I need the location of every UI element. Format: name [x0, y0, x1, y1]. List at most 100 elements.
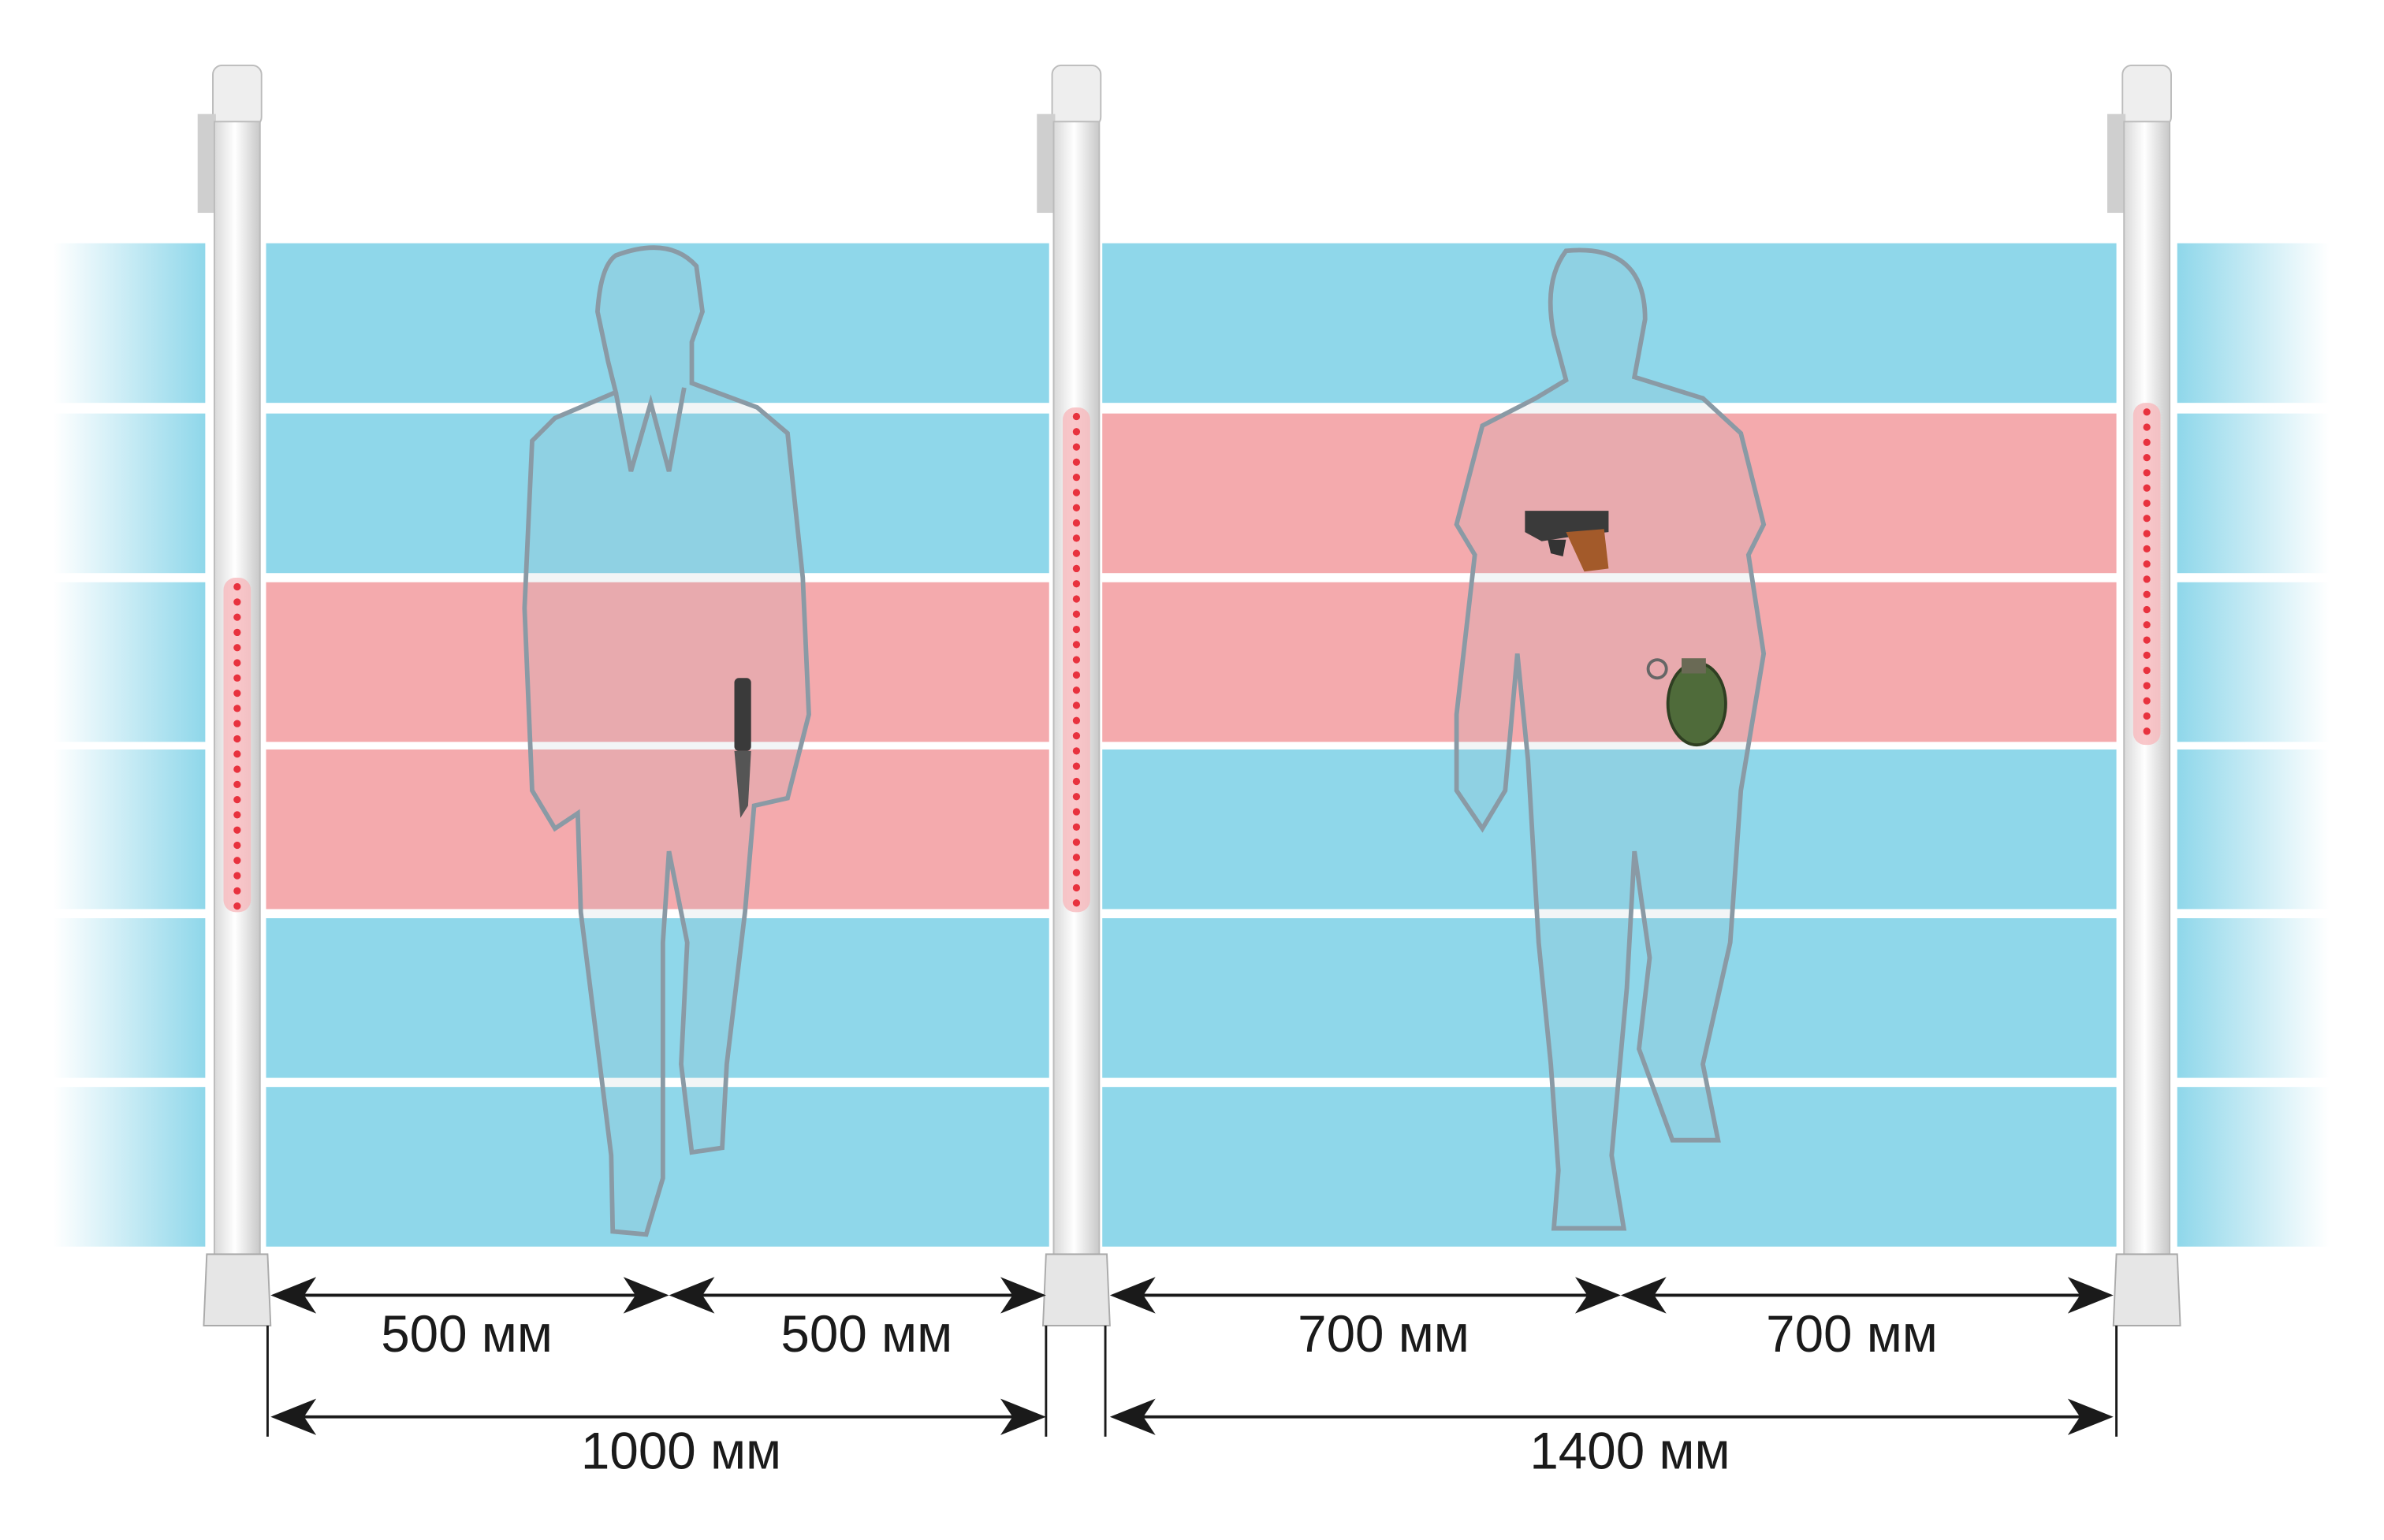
arrow-head: [270, 1277, 317, 1314]
dimension-label: 500 мм: [381, 1305, 553, 1363]
post-base: [1041, 1253, 1111, 1326]
led: [1072, 701, 1081, 709]
led: [2143, 712, 2151, 720]
led: [1072, 458, 1081, 467]
led: [233, 872, 241, 880]
led: [1072, 519, 1081, 527]
arrow-head: [1575, 1277, 1621, 1314]
zone-band: [53, 243, 206, 404]
zone-band: [1102, 918, 2117, 1078]
led: [233, 705, 241, 712]
zone-band: [53, 749, 206, 909]
led: [1072, 625, 1081, 634]
zone-band: [2177, 243, 2330, 404]
dimension-label: 700 мм: [1766, 1305, 1938, 1363]
led: [233, 598, 241, 606]
arrow-head: [1000, 1398, 1046, 1435]
led: [2143, 590, 2151, 598]
zone-band: [2177, 1087, 2330, 1247]
dimension-label: 700 мм: [1298, 1305, 1470, 1363]
led: [233, 750, 241, 758]
led: [233, 582, 241, 591]
dimension-label: 500 мм: [780, 1305, 952, 1363]
led: [233, 841, 241, 850]
zone-band: [266, 413, 1049, 574]
led: [1072, 762, 1081, 770]
led: [2143, 515, 2151, 523]
zone-band: [1102, 243, 2117, 404]
led: [2143, 682, 2151, 690]
led: [2143, 545, 2151, 552]
led: [2143, 667, 2151, 675]
grenade: [1646, 658, 1727, 747]
zone-band: [266, 749, 1049, 909]
knife: [734, 678, 751, 818]
led: [1072, 808, 1081, 816]
led: [1072, 412, 1081, 421]
arrow-head: [1620, 1277, 1667, 1314]
post-base: [203, 1253, 272, 1326]
led-glow: [2133, 403, 2161, 746]
led: [233, 826, 241, 834]
person-right: [1454, 247, 1767, 1231]
led: [2143, 530, 2151, 538]
led: [233, 674, 241, 682]
led: [2143, 408, 2151, 416]
led: [1072, 747, 1081, 755]
post-head: [2121, 64, 2172, 128]
led: [2143, 621, 2151, 629]
arrow-head: [1109, 1398, 1156, 1435]
led: [233, 857, 241, 865]
zone-band: [53, 413, 206, 574]
led: [2143, 423, 2151, 431]
led: [2143, 697, 2151, 705]
led: [233, 720, 241, 727]
zone-band: [2177, 918, 2330, 1078]
led: [1072, 686, 1081, 694]
zone-band: [2177, 749, 2330, 909]
led: [1072, 777, 1081, 786]
arrow-head: [2067, 1398, 2114, 1435]
arrow-head: [1109, 1277, 1156, 1314]
led: [233, 644, 241, 652]
led: [233, 780, 241, 788]
zone-band: [1102, 749, 2117, 909]
led: [2143, 575, 2151, 583]
post-head: [212, 64, 263, 128]
led: [1072, 564, 1081, 573]
led: [1072, 656, 1081, 664]
led: [233, 811, 241, 819]
led: [2143, 453, 2151, 462]
arrow-head: [2067, 1277, 2114, 1314]
led: [1072, 731, 1081, 740]
led: [1072, 580, 1081, 588]
dimension-label: 1400 мм: [1529, 1422, 1730, 1479]
led: [233, 628, 241, 637]
zone-band: [53, 918, 206, 1078]
zone-band: [266, 918, 1049, 1078]
led: [233, 795, 241, 804]
led: [1072, 793, 1081, 801]
post-head: [1051, 64, 1102, 128]
led: [1072, 504, 1081, 511]
led: [1072, 443, 1081, 451]
led: [2143, 651, 2151, 659]
arrow-head: [270, 1398, 317, 1435]
led: [2143, 560, 2151, 568]
arrow-head: [1000, 1277, 1046, 1314]
led: [1072, 610, 1081, 618]
led: [1072, 869, 1081, 876]
zone-band: [53, 1087, 206, 1247]
led: [1072, 883, 1081, 892]
arrow-head: [623, 1277, 669, 1314]
led: [2143, 636, 2151, 644]
led: [233, 613, 241, 621]
led: [233, 689, 241, 697]
led: [1072, 641, 1081, 649]
led: [1072, 595, 1081, 603]
zone-bands: [53, 243, 2330, 1247]
led: [2143, 469, 2151, 477]
led: [1072, 671, 1081, 679]
dimensions: [266, 1277, 2118, 1437]
